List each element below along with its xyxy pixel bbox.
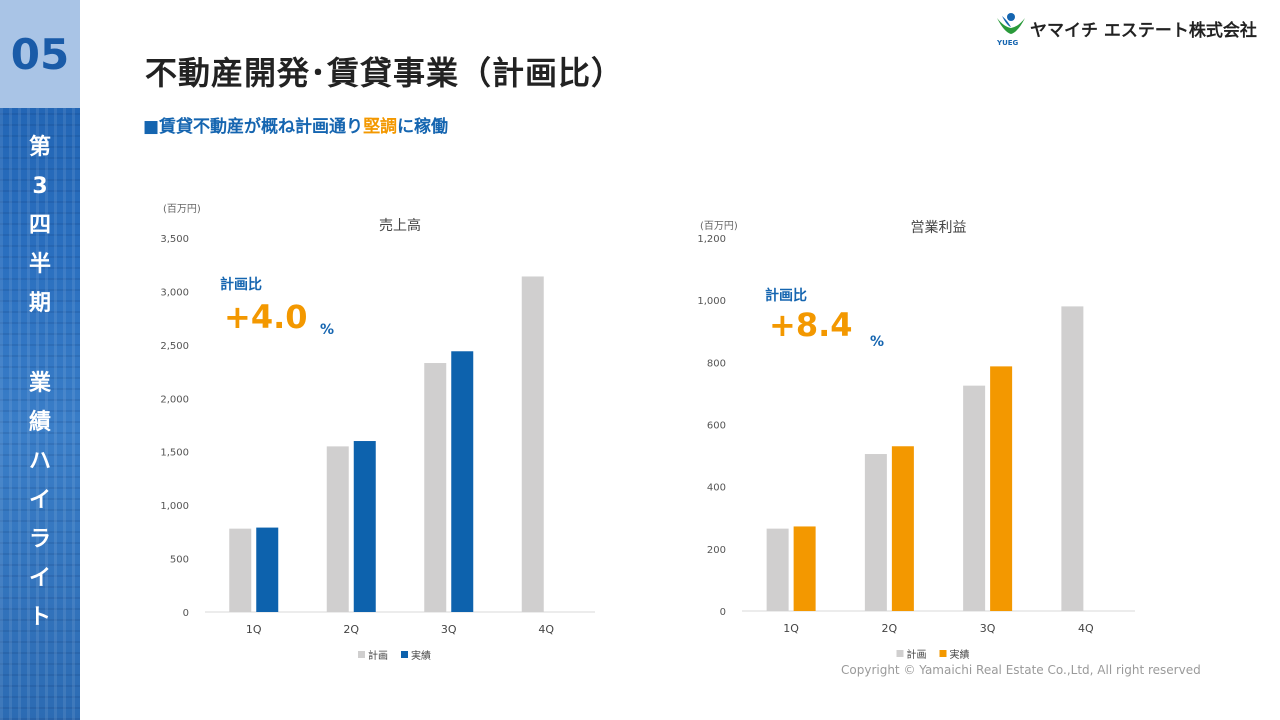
profit-x-tick-label: 1Q (783, 622, 799, 635)
sales-legend-swatch-plan (358, 651, 365, 658)
profit-y-tick-label: 800 (707, 358, 726, 369)
profit-legend-label-plan: 計画 (907, 648, 927, 661)
sales-y-tick-label: 2,000 (160, 394, 189, 405)
profit-annotation-value: +8.4 (769, 306, 853, 344)
sales-bar-actual-1Q (256, 527, 279, 612)
sidebar-char: 四 (28, 213, 51, 238)
sidebar-char: イ (28, 488, 51, 513)
sales-chart-title: 売上高 (379, 217, 421, 234)
sales-y-tick-label: 2,500 (160, 341, 189, 352)
sidebar-char: ハ (28, 449, 51, 474)
copyright: Copyright © Yamaichi Real Estate Co.,Ltd… (841, 663, 1201, 677)
sidebar-char: ト (28, 605, 51, 630)
sales-y-tick-label: 3,000 (160, 287, 189, 298)
profit-legend-swatch-plan (896, 650, 904, 657)
profit-bar-plan-3Q (963, 385, 986, 611)
profit-x-tick-label: 3Q (980, 622, 996, 635)
sales-bar-plan-1Q (229, 528, 252, 612)
profit-y-tick-label: 1,200 (697, 234, 726, 245)
sales-annotation-label: 計画比 (220, 276, 262, 293)
logo-company-name: ヤマイチ エステート株式会社 (1030, 21, 1257, 41)
sidebar-char: イ (28, 566, 51, 591)
sidebar-char: 業 (28, 371, 51, 396)
profit-bar-actual-1Q (793, 526, 816, 611)
sales-unit-label: (百万円) (163, 203, 201, 215)
profit-legend-swatch-actual (939, 650, 947, 657)
operating-profit-chart: (百万円) 営業利益 0 200 400 600 800 1,000 1,200 1Q 2Q 3Q 4Q… (697, 220, 1135, 661)
section-number: 05 (10, 30, 70, 79)
sidebar-char: 3 (32, 174, 48, 199)
sales-x-tick-label: 3Q (441, 623, 457, 636)
profit-y-tick-label: 1,000 (697, 296, 726, 307)
sidebar-cityscape-image (0, 108, 80, 720)
sales-x-tick-label: 1Q (246, 623, 262, 636)
subtitle-suffix: に稼働 (397, 117, 449, 137)
sales-legend-swatch-actual (401, 651, 408, 658)
profit-chart-title: 営業利益 (911, 220, 967, 236)
page-title: 不動産開発･賃貸事業（計画比） (145, 54, 625, 92)
sales-y-tick-label: 500 (170, 555, 189, 566)
sales-annotation-unit: % (320, 322, 334, 338)
logo-mark-text: YUEG (997, 39, 1019, 47)
profit-y-tick-label: 0 (720, 607, 726, 618)
sidebar-char: 期 (28, 291, 51, 316)
profit-y-tick-label: 600 (707, 421, 726, 432)
sales-bar-plan-3Q (424, 363, 447, 612)
sales-y-tick-label: 0 (183, 608, 189, 619)
logo-mark-icon (997, 13, 1025, 34)
profit-annotation-label: 計画比 (765, 287, 807, 304)
sales-chart: (百万円) 売上高 0 500 1,000 1,500 2,000 2,500 3,000 3,5… (160, 203, 595, 662)
profit-unit-label: (百万円) (700, 220, 738, 232)
section-number-box: 05 (0, 0, 80, 108)
profit-x-tick-label: 2Q (882, 622, 898, 635)
profit-x-tick-label: 4Q (1078, 622, 1094, 635)
page-subtitle: ■賃貸不動産が概ね計画通り堅調に稼働 (143, 112, 448, 137)
profit-bar-plan-1Q (766, 528, 789, 611)
sales-y-tick-label: 1,000 (160, 501, 189, 512)
sales-y-tick-label: 3,500 (160, 234, 189, 245)
profit-bar-plan-4Q (1061, 306, 1084, 611)
sidebar-label-highlight: 業績ハイライト (0, 364, 80, 637)
subtitle-highlight: 堅調 (363, 117, 398, 137)
profit-y-tick-label: 200 (707, 545, 726, 556)
profit-legend-label-actual: 実績 (950, 648, 970, 661)
sales-legend-label-actual: 実績 (411, 649, 431, 662)
profit-annotation-unit: % (870, 334, 884, 350)
sales-x-tick-label: 4Q (538, 623, 554, 636)
sidebar-char: ラ (28, 527, 51, 552)
profit-bar-actual-2Q (891, 446, 914, 611)
sales-bar-actual-3Q (451, 351, 474, 612)
profit-y-tick-label: 400 (707, 483, 726, 494)
sales-bar-plan-4Q (521, 276, 544, 612)
profit-bar-plan-2Q (864, 454, 887, 611)
subtitle-prefix: ■賃貸不動産が概ね計画通り (143, 117, 364, 137)
sidebar-char: 半 (28, 252, 51, 277)
sidebar-label-quarter: 第 3 四半期 (0, 128, 80, 323)
sales-x-tick-label: 2Q (343, 623, 359, 636)
company-logo: YUEG ヤマイチ エステート株式会社 (994, 10, 1264, 50)
sales-bar-actual-2Q (353, 441, 376, 612)
sales-annotation-value: +4.0 (224, 298, 308, 336)
sales-bar-plan-2Q (326, 446, 349, 612)
sales-y-tick-label: 1,500 (160, 448, 189, 459)
sidebar-char: 第 (28, 135, 51, 160)
profit-bar-actual-3Q (990, 366, 1013, 611)
sidebar-char: 績 (28, 410, 51, 435)
sales-legend-label-plan: 計画 (368, 649, 388, 662)
